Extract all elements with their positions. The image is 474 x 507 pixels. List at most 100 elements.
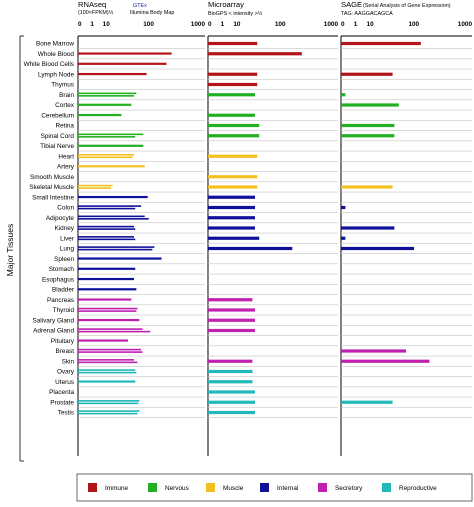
microarray-bar — [208, 318, 255, 322]
rnaseq-bar — [78, 257, 162, 260]
rnaseq-bar-illumina — [78, 371, 137, 374]
sage-bar — [341, 72, 393, 76]
rnaseq-bar — [78, 298, 132, 301]
panel-subtitle: (Serial Analysis of Gene Expression) — [363, 3, 451, 9]
rnaseq-bar-illumina — [78, 136, 136, 138]
sage-bar — [341, 246, 414, 251]
tissue-label: Spinal Cord — [41, 133, 75, 140]
legend-box — [76, 473, 473, 502]
rnaseq-bar-gtex — [78, 359, 135, 361]
tick-label: 10 — [103, 21, 111, 28]
tissue-label: Spleen — [54, 256, 74, 263]
microarray-bar — [208, 369, 253, 374]
rnaseq-bar — [78, 277, 135, 281]
microarray-bar — [208, 410, 255, 415]
tissue-label: Uterus — [55, 379, 74, 386]
tissue-label: Pancreas — [47, 297, 74, 304]
rnaseq-bar-gtex — [78, 154, 135, 156]
sage-bar — [341, 103, 399, 107]
rnaseq-bar — [78, 339, 129, 342]
tissue-label: Skeletal Muscle — [29, 184, 74, 191]
tissue-label: Breast — [56, 348, 75, 355]
rnaseq-bar — [78, 62, 167, 65]
tick-label: 1000 — [458, 21, 473, 28]
rnaseq-bar-gtex — [78, 205, 142, 207]
sage-bar — [341, 236, 346, 240]
tissue-label: Colon — [57, 205, 74, 212]
microarray-bar — [208, 113, 255, 117]
sage-bar — [341, 93, 346, 97]
microarray-bar — [208, 41, 258, 46]
rnaseq-bar-illumina — [78, 412, 138, 415]
tick-label: 100 — [275, 21, 286, 28]
rnaseq-bar-illumina — [78, 330, 151, 333]
rnaseq-bar-illumina — [78, 218, 149, 220]
panel-subtitle: BioGPS < intensity >⅓ — [208, 11, 263, 17]
legend-swatch — [148, 483, 157, 492]
y-axis-title: Major Tissues — [5, 224, 15, 276]
tissue-label: Lymph Node — [38, 71, 74, 78]
sage-bar — [341, 205, 346, 210]
microarray-bar — [208, 390, 255, 394]
rnaseq-bar-gtex — [78, 246, 155, 248]
rnaseq-bar-illumina — [78, 207, 136, 210]
rnaseq-bar — [78, 267, 136, 270]
panel-title: RNAseq — [78, 0, 106, 9]
rnaseq-bar-illumina — [78, 402, 139, 405]
rnaseq-bar-illumina — [78, 156, 133, 159]
rnaseq-bar-illumina — [78, 95, 135, 97]
sage-bar — [341, 41, 421, 46]
microarray-bar — [208, 400, 255, 404]
microarray-bar — [208, 380, 253, 384]
tissue-label: Thymus — [51, 82, 74, 89]
microarray-bar — [208, 328, 255, 333]
microarray-bar — [208, 298, 253, 302]
panel-source: GTEx — [133, 3, 147, 9]
rnaseq-bar-illumina — [78, 238, 136, 241]
microarray-bar — [208, 226, 255, 230]
tissue-label: Whole Blood — [38, 51, 75, 58]
tissue-label: Kidney — [54, 225, 74, 232]
legend-label: Immune — [105, 485, 129, 492]
rnaseq-bar-gtex — [78, 328, 143, 330]
legend-swatch — [88, 483, 97, 492]
rnaseq-bar — [78, 144, 144, 147]
rnaseq-bar-gtex — [78, 307, 138, 310]
tissue-label: Smooth Muscle — [30, 174, 74, 181]
rnaseq-bar-gtex — [78, 225, 135, 228]
rnaseq-bar — [78, 318, 140, 322]
sage-bar — [341, 185, 393, 189]
legend-label: Secretory — [335, 485, 363, 492]
tick-label: 1 — [221, 21, 225, 28]
tissue-label: Retina — [56, 123, 75, 130]
tissue-label: Adrenal Gland — [33, 328, 74, 335]
rnaseq-bar — [78, 72, 147, 76]
rnaseq-bar — [78, 52, 172, 55]
tick-label: 0 — [341, 21, 345, 28]
tissue-label: Lung — [60, 246, 75, 253]
tick-label: 10 — [233, 21, 241, 28]
panel-source: TAG: AAGGACAGCA — [341, 11, 393, 17]
tissue-label: Salivary Gland — [32, 317, 74, 324]
microarray-bar — [208, 195, 255, 199]
sage-bar — [341, 400, 393, 404]
panel-subtitle: (100×FPKM)⅓ — [78, 10, 114, 16]
sage-bar — [341, 349, 407, 353]
legend-swatch — [318, 483, 327, 492]
panel-title: Microarray — [208, 0, 244, 9]
tick-label: 1000 — [191, 21, 206, 28]
rnaseq-bar-gtex — [78, 215, 145, 218]
rnaseq-bar-illumina — [78, 351, 143, 353]
rnaseq-bar-gtex — [78, 236, 135, 238]
microarray-bar — [208, 175, 258, 179]
rnaseq-bar-illumina — [78, 248, 153, 251]
microarray-bar — [208, 52, 302, 56]
rnaseq-bar-illumina — [78, 187, 112, 189]
rnaseq-bar — [78, 103, 132, 106]
sage-bar — [341, 359, 430, 363]
rnaseq-bar — [78, 195, 148, 199]
microarray-bar — [208, 82, 258, 87]
tissue-label: Thyroid — [53, 307, 75, 314]
tick-label: 0 — [208, 21, 212, 28]
